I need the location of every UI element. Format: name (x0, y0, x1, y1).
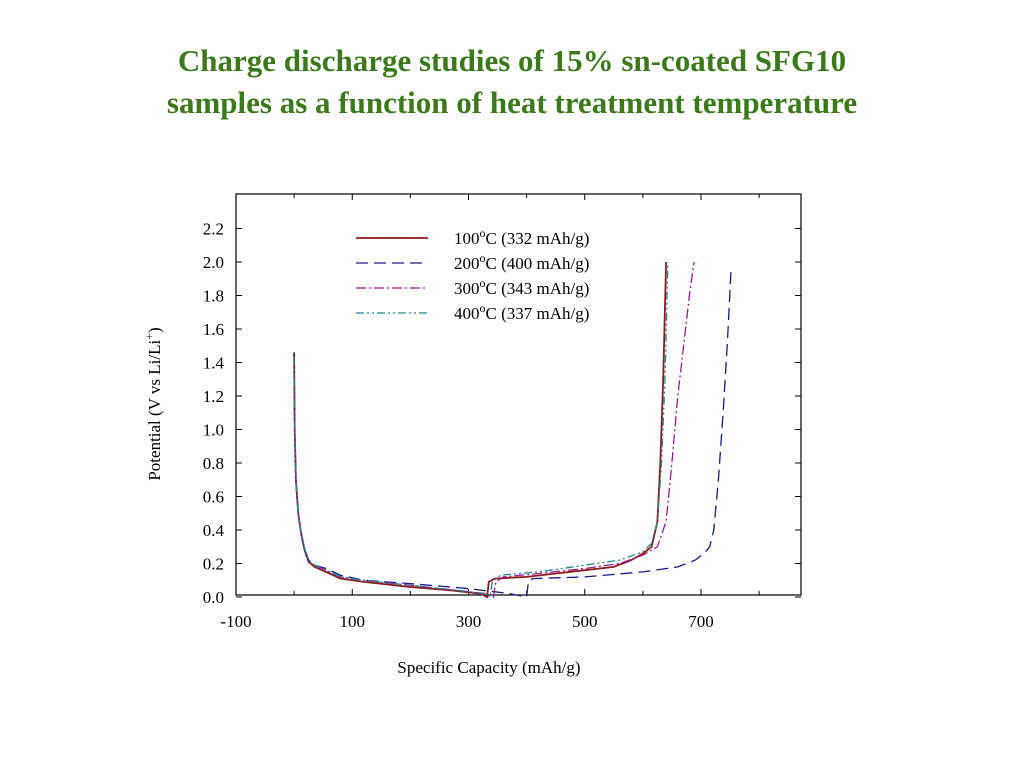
x-tick-label: 500 (572, 612, 598, 631)
y-tick-label: 1.0 (203, 421, 224, 440)
y-tick-label: 1.4 (203, 354, 225, 373)
x-tick-label: -100 (220, 612, 251, 631)
x-tick-label: 300 (456, 612, 482, 631)
legend-label-3: 300oC (343 mAh/g) (454, 276, 589, 298)
y-axis-label: Potential (V vs Li/Li+) (142, 327, 164, 480)
legend-label-4: 400oC (337 mAh/g) (454, 301, 589, 323)
y-tick-label: 0.6 (203, 488, 224, 507)
legend-label-1: 100oC (332 mAh/g) (454, 226, 589, 248)
y-tick-label: 1.8 (203, 287, 224, 306)
legend: 100oC (332 mAh/g) 200oC (400 mAh/g) 300oC … (356, 226, 589, 323)
y-tick-label: 2.2 (203, 220, 224, 239)
series-line-4 (293, 261, 669, 598)
series-line-3 (293, 261, 695, 598)
slide-title-line-2: samples as a function of heat treatment … (166, 85, 858, 120)
axis-ticks: -100 100 300 500 700 0.0 0.2 0.4 0.6 0.8 1.0 1.2 1.4… (203, 194, 801, 631)
y-tick-label: 0.4 (203, 521, 225, 540)
slide-title-line-1: Charge discharge studies of 15% sn-coate… (177, 43, 847, 78)
x-tick-label: 100 (340, 612, 366, 631)
y-tick-label: 0.2 (203, 555, 224, 574)
series-lines (293, 261, 732, 599)
legend-label-2: 200oC (400 mAh/g) (454, 251, 589, 273)
x-tick-label: 700 (688, 612, 714, 631)
y-tick-label: 1.6 (203, 320, 224, 339)
y-tick-label: 1.2 (203, 387, 224, 406)
slide-title: Charge discharge studies of 15% sn-coate… (0, 40, 1024, 124)
x-axis-label: Specific Capacity (mAh/g) (397, 658, 580, 677)
y-tick-label: 0.8 (203, 454, 224, 473)
y-tick-label: 2.0 (203, 253, 224, 272)
y-tick-label: 0.0 (203, 588, 224, 607)
